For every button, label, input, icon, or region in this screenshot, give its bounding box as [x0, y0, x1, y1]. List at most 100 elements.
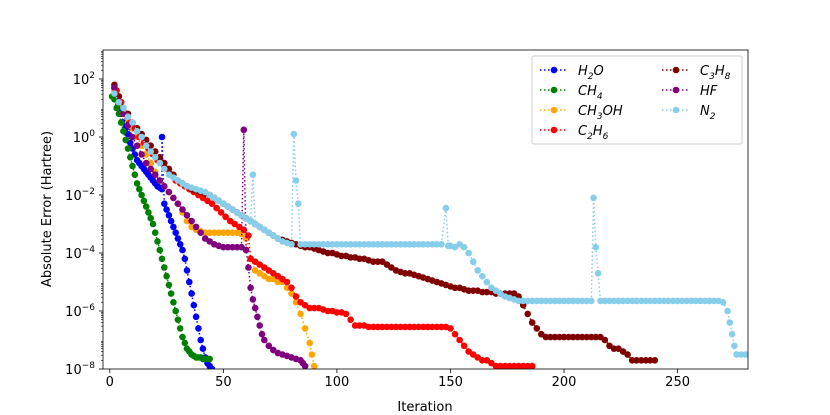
legend-label: N2	[700, 104, 716, 122]
data-point	[588, 297, 595, 305]
data-point	[592, 333, 600, 341]
data-point	[547, 333, 554, 341]
data-point	[410, 241, 418, 248]
y-tick-label: 10−2	[65, 187, 95, 204]
data-point	[379, 241, 386, 248]
data-point	[483, 288, 491, 296]
data-point	[117, 119, 125, 126]
data-point	[633, 297, 640, 305]
data-point	[147, 214, 154, 222]
data-point	[179, 246, 186, 254]
legend-label-part: O	[594, 64, 604, 79]
y-tick-label: 100	[73, 129, 96, 146]
data-point	[156, 177, 164, 184]
data-point	[456, 336, 463, 344]
legend-label: HF	[700, 84, 718, 99]
data-point	[161, 183, 168, 190]
data-point	[245, 232, 252, 239]
data-point	[131, 171, 139, 178]
data-point	[208, 200, 216, 207]
data-point	[310, 304, 318, 312]
data-point	[247, 284, 254, 292]
data-point	[419, 323, 427, 331]
data-point	[356, 241, 363, 248]
legend-subscript: 6	[603, 132, 609, 142]
data-point	[242, 246, 250, 254]
data-point	[151, 171, 159, 178]
legend-label-part: C	[578, 124, 588, 139]
legend-entry-ch4: CH4	[540, 84, 603, 102]
data-point	[120, 104, 127, 112]
data-point	[547, 297, 554, 305]
data-point	[174, 316, 182, 324]
legend-marker	[550, 126, 558, 134]
data-point	[429, 241, 436, 248]
data-point	[388, 323, 395, 331]
data-point	[172, 229, 179, 236]
data-point	[356, 322, 363, 329]
data-point	[111, 90, 118, 97]
data-point	[324, 249, 332, 257]
data-point	[129, 119, 136, 126]
data-point	[147, 165, 154, 173]
data-point	[133, 142, 141, 149]
data-point	[538, 297, 545, 305]
data-point	[149, 220, 157, 228]
legend-label-part: H	[715, 64, 725, 79]
data-point	[151, 229, 159, 236]
legend-marker	[672, 86, 680, 94]
data-point	[314, 368, 319, 369]
data-point	[206, 355, 213, 363]
legend-subscript: 2	[587, 132, 593, 142]
data-point	[165, 165, 173, 173]
y-tick-exponent: −8	[82, 361, 96, 371]
y-tick-exponent: −4	[82, 245, 96, 255]
data-point	[633, 357, 640, 364]
data-point	[161, 200, 168, 207]
series-n2	[111, 90, 748, 358]
data-point	[560, 297, 568, 305]
data-point	[245, 264, 252, 271]
data-point	[687, 297, 695, 305]
data-point	[569, 297, 577, 305]
data-point	[601, 297, 609, 305]
y-tick-label: 102	[73, 71, 95, 88]
data-point	[479, 272, 486, 280]
data-point	[460, 243, 468, 251]
data-point	[179, 333, 186, 341]
data-point	[397, 323, 404, 331]
data-point	[240, 226, 248, 234]
data-point	[265, 342, 273, 350]
y-tick-exponent: 2	[89, 71, 95, 81]
data-point	[292, 293, 300, 300]
data-point	[308, 351, 316, 358]
data-point	[124, 145, 132, 152]
data-point	[578, 297, 586, 305]
legend-label-part: N	[700, 104, 710, 119]
data-point	[474, 267, 482, 274]
data-point	[290, 130, 298, 138]
series-line-c2h6	[115, 90, 535, 369]
data-point	[356, 255, 363, 263]
data-point	[188, 217, 195, 225]
y-tick-base: 10	[65, 305, 82, 320]
data-point	[528, 362, 536, 369]
data-point	[306, 339, 314, 347]
data-point	[592, 243, 600, 251]
data-point	[342, 310, 350, 318]
data-point	[186, 278, 193, 286]
legend-subscript: 2	[710, 112, 716, 122]
data-point	[176, 325, 184, 332]
data-point	[197, 336, 204, 344]
data-point	[342, 241, 350, 248]
data-point	[192, 223, 200, 231]
data-point	[170, 299, 177, 306]
series-ch4	[108, 93, 213, 363]
data-point	[295, 200, 302, 207]
data-point	[161, 165, 168, 173]
data-point	[151, 154, 159, 161]
data-point	[170, 194, 177, 202]
data-point	[324, 241, 332, 248]
data-point	[728, 330, 736, 338]
